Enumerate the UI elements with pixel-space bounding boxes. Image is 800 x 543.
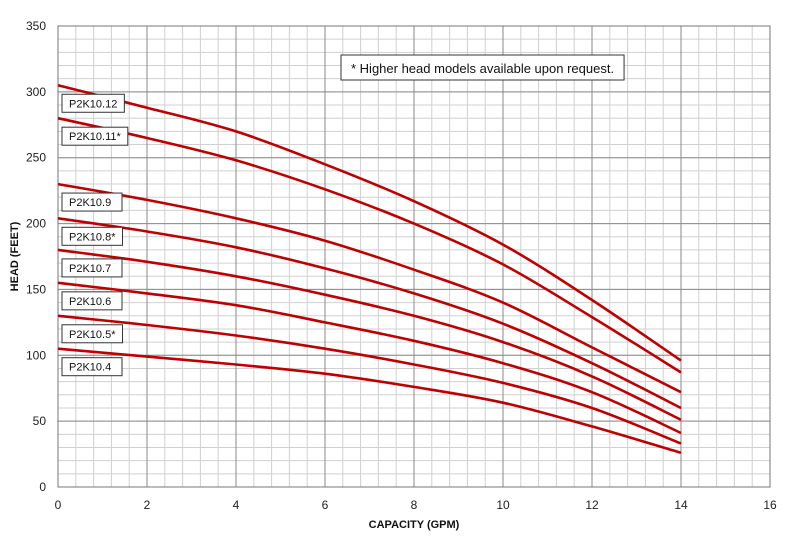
x-tick-label: 4 — [233, 498, 240, 512]
series-label-box — [61, 93, 125, 113]
y-tick-label: 150 — [26, 282, 46, 296]
y-tick-label: 350 — [26, 19, 46, 33]
series-line — [57, 248, 682, 421]
y-tick-label: 100 — [26, 348, 46, 362]
x-axis-title: CAPACITY (GPM) — [369, 519, 460, 531]
series-label-box — [61, 291, 123, 311]
series-label-text: P2K10.6 — [69, 296, 111, 308]
series-label-box — [61, 357, 123, 377]
series-label: P2K10.9 — [61, 192, 123, 212]
y-tick-label: 0 — [39, 480, 46, 494]
series-line — [57, 314, 682, 445]
y-tick-label: 300 — [26, 85, 46, 99]
series-label-text: P2K10.11* — [69, 131, 122, 143]
x-tick-label: 8 — [411, 498, 418, 512]
series-label: P2K10.6 — [61, 291, 123, 311]
series-labels: P2K10.12 P2K10.11* P2K10.9 P2K10.8* P2K10.7 P… — [61, 93, 129, 377]
series-label: P2K10.8* — [61, 226, 123, 246]
series-label: P2K10.5* — [61, 324, 123, 344]
series-lines — [57, 84, 682, 455]
annotation-text: * Higher head models available upon requ… — [351, 61, 614, 76]
x-axis-tick-labels: 0 2 4 6 8 10 12 14 16 — [55, 498, 777, 512]
series-label-box — [61, 226, 123, 246]
x-tick-label: 10 — [496, 498, 510, 512]
series-label-text: P2K10.7 — [69, 263, 111, 275]
series-label-box — [61, 258, 123, 278]
series-line — [57, 217, 682, 410]
series-line — [57, 347, 682, 455]
x-tick-label: 14 — [674, 498, 688, 512]
series-line — [57, 116, 682, 374]
series-label-text: P2K10.5* — [69, 329, 116, 341]
y-tick-label: 250 — [26, 151, 46, 165]
x-tick-label: 16 — [763, 498, 777, 512]
x-tick-label: 0 — [55, 498, 62, 512]
plot-area-border — [57, 25, 771, 488]
y-axis-tick-labels: 0 50 100 150 200 250 300 350 — [26, 19, 46, 494]
series-label-text: P2K10.12 — [69, 98, 117, 110]
annotation-box — [340, 54, 625, 81]
series-line — [57, 281, 682, 435]
y-tick-label: 50 — [33, 414, 47, 428]
series-label-text: P2K10.8* — [69, 231, 116, 243]
series-line — [57, 182, 682, 394]
series-label: P2K10.4 — [61, 357, 123, 377]
series-label: P2K10.12 — [61, 93, 125, 113]
series-line — [57, 84, 682, 362]
series-label-box — [61, 126, 129, 146]
series-label-text: P2K10.4 — [69, 362, 111, 374]
series-label: P2K10.11* — [61, 126, 129, 146]
annotation-note: * Higher head models available upon requ… — [340, 54, 625, 81]
x-tick-label: 2 — [144, 498, 151, 512]
x-tick-label: 6 — [322, 498, 329, 512]
y-axis-title: HEAD (FEET) — [9, 221, 21, 291]
series-label-box — [61, 192, 123, 212]
series-label-box — [61, 324, 123, 344]
x-tick-label: 12 — [585, 498, 599, 512]
series-label: P2K10.7 — [61, 258, 123, 278]
series-label-text: P2K10.9 — [69, 197, 111, 209]
y-tick-label: 200 — [26, 217, 46, 231]
